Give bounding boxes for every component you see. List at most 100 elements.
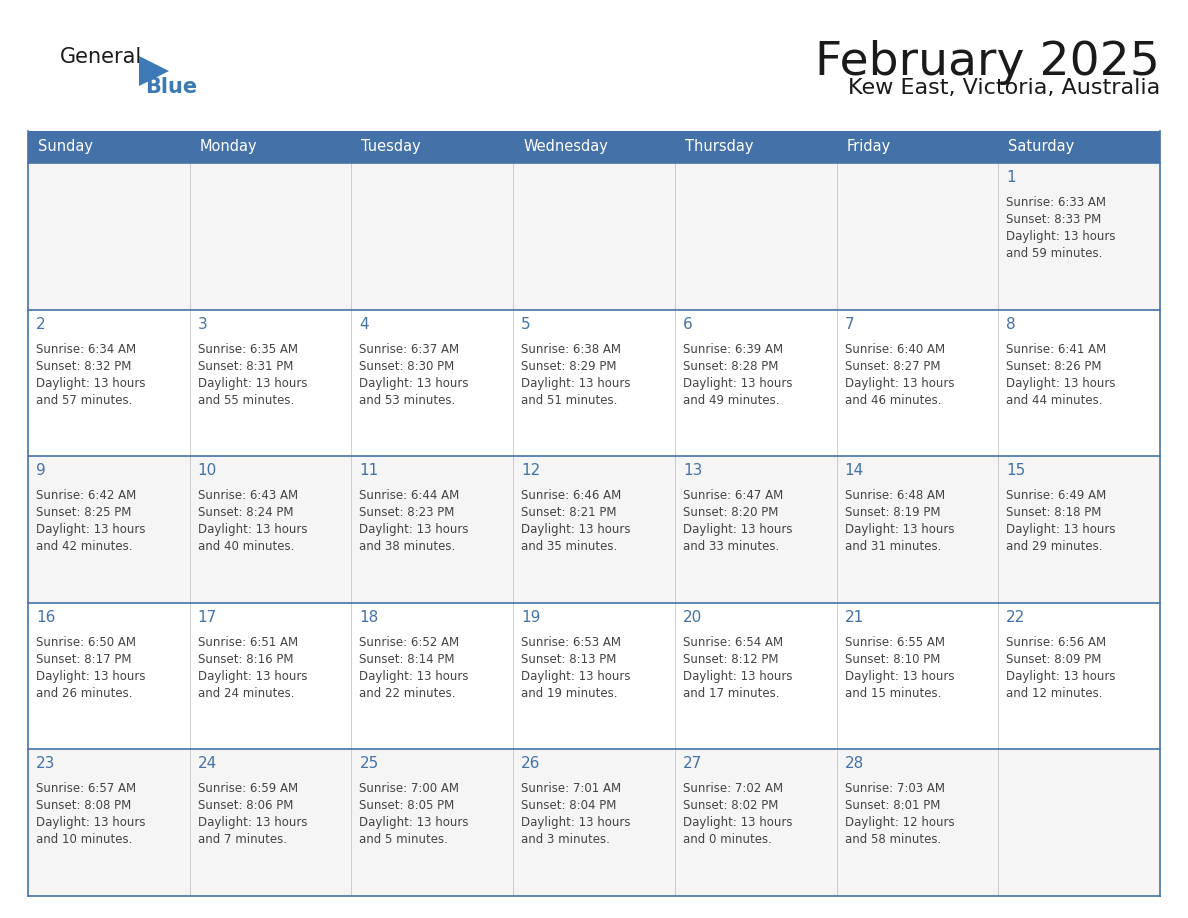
Text: Sunset: 8:01 PM: Sunset: 8:01 PM bbox=[845, 800, 940, 812]
Text: Daylight: 13 hours: Daylight: 13 hours bbox=[1006, 230, 1116, 243]
Text: Sunset: 8:29 PM: Sunset: 8:29 PM bbox=[522, 360, 617, 373]
Text: and 35 minutes.: and 35 minutes. bbox=[522, 540, 618, 554]
Text: Sunset: 8:27 PM: Sunset: 8:27 PM bbox=[845, 360, 940, 373]
Text: Sunset: 8:25 PM: Sunset: 8:25 PM bbox=[36, 506, 132, 520]
Text: Daylight: 13 hours: Daylight: 13 hours bbox=[522, 816, 631, 829]
Text: Daylight: 13 hours: Daylight: 13 hours bbox=[845, 376, 954, 389]
Text: 27: 27 bbox=[683, 756, 702, 771]
Text: Sunset: 8:09 PM: Sunset: 8:09 PM bbox=[1006, 653, 1101, 666]
Text: Sunrise: 6:54 AM: Sunrise: 6:54 AM bbox=[683, 636, 783, 649]
Text: Sunset: 8:32 PM: Sunset: 8:32 PM bbox=[36, 360, 132, 373]
Text: 20: 20 bbox=[683, 610, 702, 625]
Text: Sunset: 8:28 PM: Sunset: 8:28 PM bbox=[683, 360, 778, 373]
Text: February 2025: February 2025 bbox=[815, 40, 1159, 85]
Bar bbox=[513, 603, 675, 749]
Text: and 22 minutes.: and 22 minutes. bbox=[360, 687, 456, 700]
Text: and 12 minutes.: and 12 minutes. bbox=[1006, 687, 1102, 700]
Bar bbox=[352, 603, 513, 749]
Text: Kew East, Victoria, Australia: Kew East, Victoria, Australia bbox=[848, 78, 1159, 98]
Text: Wednesday: Wednesday bbox=[523, 140, 608, 154]
Text: Daylight: 13 hours: Daylight: 13 hours bbox=[197, 816, 308, 829]
Text: Sunrise: 6:38 AM: Sunrise: 6:38 AM bbox=[522, 342, 621, 355]
Text: Tuesday: Tuesday bbox=[361, 140, 422, 154]
Bar bbox=[675, 749, 836, 896]
Text: Sunrise: 6:51 AM: Sunrise: 6:51 AM bbox=[197, 636, 298, 649]
Text: Sunday: Sunday bbox=[38, 140, 93, 154]
Text: Daylight: 13 hours: Daylight: 13 hours bbox=[1006, 670, 1116, 683]
Text: Sunrise: 7:02 AM: Sunrise: 7:02 AM bbox=[683, 782, 783, 795]
Text: Daylight: 13 hours: Daylight: 13 hours bbox=[360, 816, 469, 829]
Text: 1: 1 bbox=[1006, 170, 1016, 185]
Text: and 31 minutes.: and 31 minutes. bbox=[845, 540, 941, 554]
Bar bbox=[29, 309, 190, 456]
Text: and 44 minutes.: and 44 minutes. bbox=[1006, 394, 1102, 407]
Text: Sunset: 8:06 PM: Sunset: 8:06 PM bbox=[197, 800, 293, 812]
Bar bbox=[675, 163, 836, 309]
Text: Daylight: 13 hours: Daylight: 13 hours bbox=[197, 523, 308, 536]
Text: Daylight: 13 hours: Daylight: 13 hours bbox=[522, 376, 631, 389]
Bar bbox=[836, 309, 998, 456]
Text: Sunrise: 6:33 AM: Sunrise: 6:33 AM bbox=[1006, 196, 1106, 209]
Text: 21: 21 bbox=[845, 610, 864, 625]
Text: Sunrise: 7:01 AM: Sunrise: 7:01 AM bbox=[522, 782, 621, 795]
Text: Daylight: 13 hours: Daylight: 13 hours bbox=[845, 670, 954, 683]
Text: Sunset: 8:31 PM: Sunset: 8:31 PM bbox=[197, 360, 293, 373]
Bar bbox=[190, 309, 352, 456]
Bar bbox=[836, 163, 998, 309]
Text: 25: 25 bbox=[360, 756, 379, 771]
Text: Sunrise: 6:43 AM: Sunrise: 6:43 AM bbox=[197, 489, 298, 502]
Bar bbox=[29, 163, 190, 309]
Text: 12: 12 bbox=[522, 464, 541, 478]
Text: and 58 minutes.: and 58 minutes. bbox=[845, 834, 941, 846]
Text: and 33 minutes.: and 33 minutes. bbox=[683, 540, 779, 554]
Text: Sunrise: 6:34 AM: Sunrise: 6:34 AM bbox=[36, 342, 137, 355]
Text: Sunrise: 6:59 AM: Sunrise: 6:59 AM bbox=[197, 782, 298, 795]
Text: 10: 10 bbox=[197, 464, 217, 478]
Bar bbox=[675, 456, 836, 603]
Text: Sunset: 8:14 PM: Sunset: 8:14 PM bbox=[360, 653, 455, 666]
Text: Sunset: 8:26 PM: Sunset: 8:26 PM bbox=[1006, 360, 1101, 373]
Bar bbox=[513, 749, 675, 896]
Text: Daylight: 13 hours: Daylight: 13 hours bbox=[36, 816, 145, 829]
Text: Sunrise: 6:46 AM: Sunrise: 6:46 AM bbox=[522, 489, 621, 502]
Text: 2: 2 bbox=[36, 317, 45, 331]
Text: Daylight: 13 hours: Daylight: 13 hours bbox=[683, 376, 792, 389]
Text: and 59 minutes.: and 59 minutes. bbox=[1006, 247, 1102, 260]
Text: Sunset: 8:10 PM: Sunset: 8:10 PM bbox=[845, 653, 940, 666]
Text: Sunset: 8:23 PM: Sunset: 8:23 PM bbox=[360, 506, 455, 520]
Text: Sunrise: 6:40 AM: Sunrise: 6:40 AM bbox=[845, 342, 944, 355]
Bar bbox=[352, 163, 513, 309]
Bar bbox=[998, 163, 1159, 309]
Text: and 0 minutes.: and 0 minutes. bbox=[683, 834, 772, 846]
Text: Daylight: 13 hours: Daylight: 13 hours bbox=[845, 523, 954, 536]
Text: Sunset: 8:13 PM: Sunset: 8:13 PM bbox=[522, 653, 617, 666]
Text: Daylight: 13 hours: Daylight: 13 hours bbox=[360, 523, 469, 536]
Text: Daylight: 13 hours: Daylight: 13 hours bbox=[522, 670, 631, 683]
Text: Sunset: 8:33 PM: Sunset: 8:33 PM bbox=[1006, 213, 1101, 226]
Text: Sunset: 8:19 PM: Sunset: 8:19 PM bbox=[845, 506, 940, 520]
Polygon shape bbox=[139, 56, 169, 86]
Text: and 46 minutes.: and 46 minutes. bbox=[845, 394, 941, 407]
Text: and 38 minutes.: and 38 minutes. bbox=[360, 540, 456, 554]
Text: Sunrise: 6:50 AM: Sunrise: 6:50 AM bbox=[36, 636, 135, 649]
Text: 5: 5 bbox=[522, 317, 531, 331]
Text: 15: 15 bbox=[1006, 464, 1025, 478]
Text: Sunrise: 6:53 AM: Sunrise: 6:53 AM bbox=[522, 636, 621, 649]
Text: Daylight: 13 hours: Daylight: 13 hours bbox=[36, 376, 145, 389]
Text: Sunrise: 6:39 AM: Sunrise: 6:39 AM bbox=[683, 342, 783, 355]
Text: Sunset: 8:08 PM: Sunset: 8:08 PM bbox=[36, 800, 131, 812]
Bar bbox=[513, 163, 675, 309]
Text: Sunset: 8:30 PM: Sunset: 8:30 PM bbox=[360, 360, 455, 373]
Text: and 19 minutes.: and 19 minutes. bbox=[522, 687, 618, 700]
Text: and 26 minutes.: and 26 minutes. bbox=[36, 687, 133, 700]
Text: and 5 minutes.: and 5 minutes. bbox=[360, 834, 448, 846]
Text: 18: 18 bbox=[360, 610, 379, 625]
Text: Daylight: 13 hours: Daylight: 13 hours bbox=[1006, 523, 1116, 536]
Text: and 51 minutes.: and 51 minutes. bbox=[522, 394, 618, 407]
Bar bbox=[190, 603, 352, 749]
Text: 6: 6 bbox=[683, 317, 693, 331]
Bar bbox=[998, 603, 1159, 749]
Bar bbox=[190, 163, 352, 309]
Text: 26: 26 bbox=[522, 756, 541, 771]
Text: Daylight: 13 hours: Daylight: 13 hours bbox=[360, 670, 469, 683]
